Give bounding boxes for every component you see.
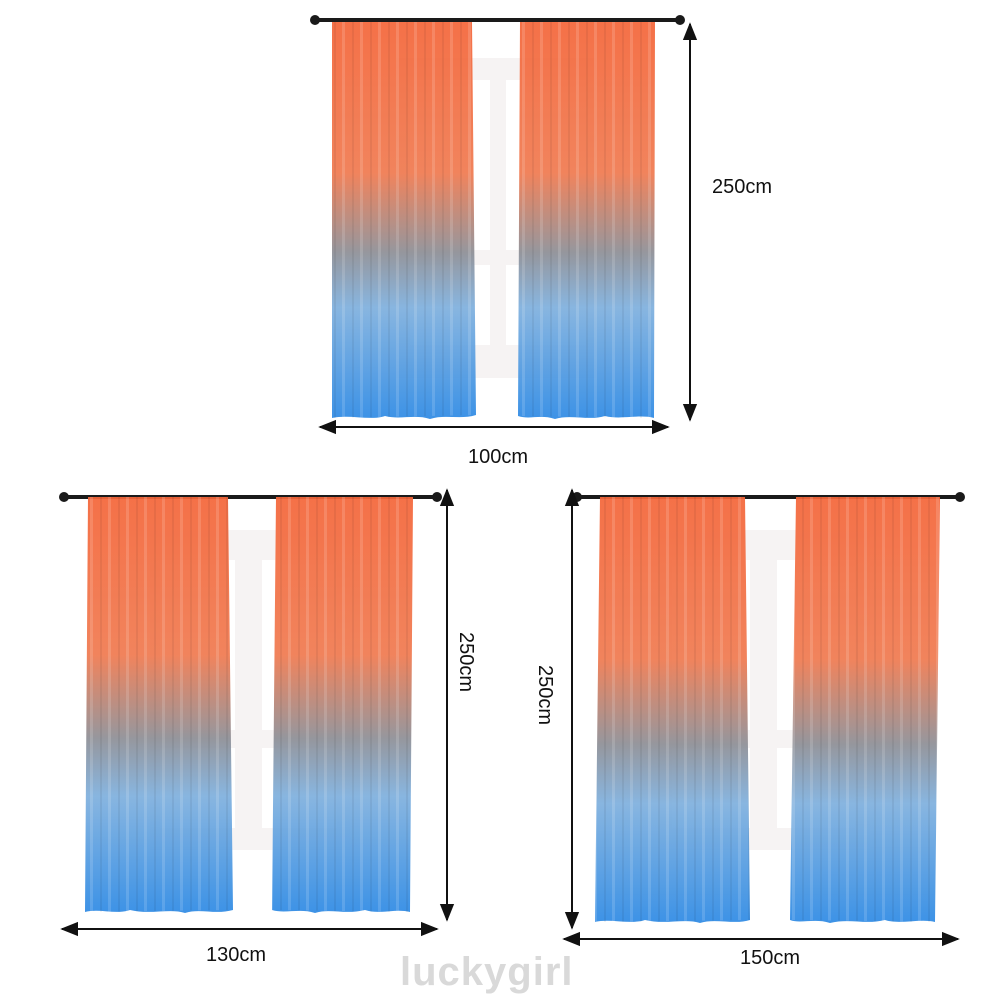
panel-bottom-left xyxy=(59,488,455,937)
height-label-bottom-right: 250cm xyxy=(534,665,556,726)
panel-top xyxy=(310,15,698,435)
width-label-bottom-left: 130cm xyxy=(206,944,267,966)
watermark: luckygirl xyxy=(400,950,574,994)
width-label-top: 100cm xyxy=(468,446,529,468)
panel-bottom-right xyxy=(562,488,965,947)
height-label-top: 250cm xyxy=(712,176,773,198)
height-label-bottom-left: 250cm xyxy=(455,632,477,693)
width-label-bottom-right: 150cm xyxy=(740,947,801,969)
